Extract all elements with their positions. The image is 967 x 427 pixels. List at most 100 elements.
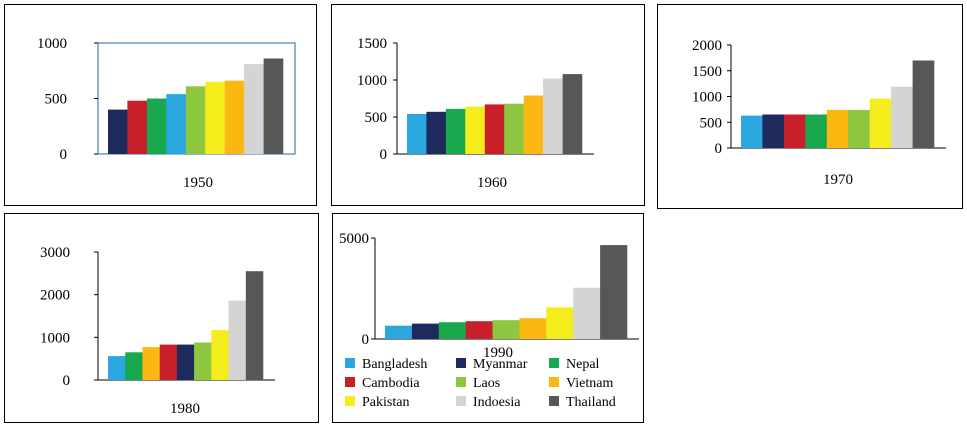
chart-panel-1980: 0 1000 2000 3000 1980: [4, 213, 319, 423]
bar-indoesia: [228, 300, 247, 380]
y-tick-label: 1000: [357, 73, 387, 89]
y-tick-label: 0: [715, 141, 723, 157]
chart-1980: 0 1000 2000 3000 1980: [40, 245, 275, 417]
y-tick-label: 2000: [40, 288, 70, 304]
chart-1950: 0 500 1000 1950: [37, 36, 296, 191]
legend-swatch: [456, 377, 466, 387]
legend-label: Laos: [473, 376, 500, 391]
legend-label: Nepal: [566, 357, 600, 372]
legend-item-cambodia: Cambodia: [345, 376, 420, 391]
bar-pakistan: [869, 98, 892, 148]
bar-vietnam: [224, 80, 245, 154]
bar-thailand: [245, 271, 264, 380]
legend-label: Myanmar: [473, 357, 528, 372]
chart-1970: 0 500 1000 1500 2000 1970: [692, 38, 946, 188]
y-tick-label: 2000: [692, 38, 722, 54]
bar-nepal: [125, 352, 143, 380]
y-tick-label: 500: [700, 115, 723, 131]
legend-item-indoesia: Indoesia: [456, 395, 521, 410]
bar-indoesia: [573, 287, 601, 339]
chart-panel-1960: 0 500 1000 1500 1960: [331, 4, 645, 206]
bar-cambodia: [484, 104, 505, 154]
legend-label: Cambodia: [362, 376, 420, 391]
bar-pakistan: [205, 81, 225, 154]
bar-vietnam: [826, 109, 849, 148]
y-tick-label: 500: [45, 92, 68, 108]
bar-myanmar: [426, 111, 447, 154]
bar-nepal: [146, 98, 167, 154]
bar-cambodia: [783, 114, 806, 148]
legend-swatch: [549, 358, 559, 368]
legend-label: Indoesia: [473, 395, 521, 410]
bar-laos: [194, 342, 212, 380]
legend-item-nepal: Nepal: [549, 357, 600, 372]
chart-1960: 0 500 1000 1500 1960: [357, 36, 594, 191]
bar-myanmar: [176, 344, 195, 380]
y-tick-label: 5000: [339, 231, 369, 247]
legend-swatch: [345, 358, 355, 368]
chart-panel-1950: 0 500 1000 1950: [4, 4, 317, 206]
x-category-label: 1970: [823, 172, 853, 188]
y-tick-label: 0: [63, 373, 71, 389]
y-tick-label: 1500: [692, 64, 722, 80]
y-tick-label: 500: [365, 110, 388, 126]
bar-nepal: [438, 322, 466, 339]
bar-myanmar: [762, 114, 785, 148]
legend-item-vietnam: Vietnam: [549, 376, 613, 391]
chart-panel-1990: 0 5000 1990 Bangladesh Myanmar Nepal Cambodia L…: [332, 213, 644, 423]
y-tick-label: 1500: [357, 36, 387, 52]
legend-label: Thailand: [566, 395, 616, 410]
x-category-label: 1960: [477, 175, 507, 191]
x-category-label: 1980: [170, 401, 200, 417]
bar-thailand: [263, 58, 284, 154]
bar-bangladesh: [741, 115, 763, 148]
legend-item-pakistan: Pakistan: [345, 395, 409, 410]
bar-laos: [185, 86, 206, 154]
bar-pakistan: [546, 307, 574, 339]
legend-swatch: [345, 377, 355, 387]
bar-cambodia: [159, 344, 178, 380]
bar-thailand: [562, 74, 583, 154]
legend-item-bangladesh: Bangladesh: [345, 357, 427, 372]
legend-item-thailand: Thailand: [549, 395, 616, 410]
legend-item-myanmar: Myanmar: [456, 357, 528, 372]
legend-swatch: [549, 396, 559, 406]
bar-cambodia: [127, 100, 148, 154]
legend-swatch: [456, 396, 466, 406]
chart-panel-1970: 0 500 1000 1500 2000 1970: [657, 4, 963, 209]
bar-myanmar: [411, 323, 440, 339]
y-tick-label: 1000: [692, 90, 722, 106]
bar-pakistan: [465, 106, 485, 154]
legend-swatch: [549, 377, 559, 387]
legend-item-laos: Laos: [456, 376, 500, 391]
y-tick-label: 0: [60, 147, 68, 163]
bar-bangladesh: [407, 114, 427, 154]
bar-indoesia: [244, 64, 264, 154]
legend-label: Pakistan: [362, 395, 409, 410]
bar-indoesia: [543, 78, 563, 154]
chart-1990: 0 5000 1990 Bangladesh Myanmar Nepal Cambodia L…: [339, 231, 639, 410]
bar-vietnam: [142, 347, 160, 380]
bar-bangladesh: [166, 94, 186, 154]
bar-thailand: [912, 60, 935, 148]
bar-vietnam: [519, 318, 547, 339]
y-tick-label: 3000: [40, 245, 70, 261]
bar-nepal: [445, 108, 466, 154]
legend-swatch: [345, 396, 355, 406]
bar-myanmar: [108, 109, 128, 154]
legend-swatch: [456, 358, 466, 368]
y-tick-label: 1000: [40, 330, 70, 346]
y-tick-label: 1000: [37, 36, 67, 52]
bar-cambodia: [465, 321, 493, 339]
bar-nepal: [805, 114, 827, 148]
x-category-label: 1990: [483, 345, 513, 361]
bar-laos: [492, 320, 520, 339]
bar-pakistan: [211, 330, 229, 380]
y-tick-label: 0: [380, 147, 388, 163]
legend-label: Bangladesh: [362, 357, 427, 372]
bar-thailand: [600, 245, 628, 339]
legend-label: Vietnam: [566, 376, 613, 391]
x-category-label: 1950: [183, 175, 213, 191]
bar-laos: [504, 103, 524, 154]
bar-bangladesh: [385, 325, 413, 339]
